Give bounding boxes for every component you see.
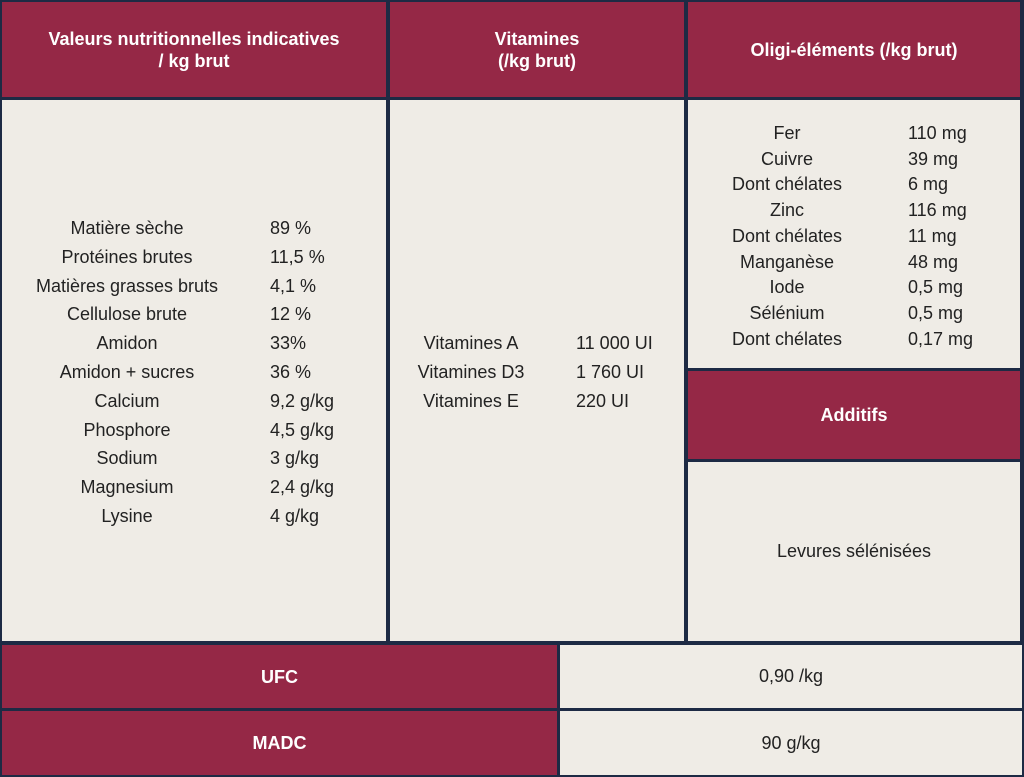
- summary-label-text: UFC: [261, 666, 298, 687]
- row-label: Protéines brutes: [61, 246, 193, 267]
- header-text: Vitamines: [494, 28, 580, 49]
- nutrition-cell: Matière sèche 89 % Protéines brutes 11,5 % M…: [2, 100, 386, 641]
- row-value: 220 UI: [576, 390, 630, 411]
- oligo-cell: Fer 110 mg Cuivre 39 mg Dont chélates 6 mg Zin…: [688, 100, 1020, 368]
- row-value: 89 %: [270, 218, 312, 238]
- summary-value: 90 g/kg: [560, 711, 1022, 775]
- row-label: Calcium: [94, 390, 160, 411]
- summary-label: UFC: [2, 645, 557, 708]
- row-label: Matière sèche: [70, 218, 184, 238]
- summary-value: 0,90 /kg: [560, 645, 1022, 708]
- row-label: Fer: [773, 123, 801, 143]
- header-cell: Valeurs nutritionnelles indicatives / kg …: [2, 2, 386, 97]
- row-value: 1 760 UI: [576, 361, 645, 382]
- header-text: Oligi-éléments (/kg brut): [750, 39, 958, 60]
- row-value: 0,17 mg: [908, 328, 974, 349]
- row-label: Amidon: [96, 333, 158, 354]
- row-label: Zinc: [769, 200, 805, 221]
- row-value: 9,2 g/kg: [270, 390, 335, 411]
- row-label: Phosphore: [83, 419, 171, 440]
- row-value: 0,5 mg: [908, 302, 964, 323]
- row-label: Iode: [769, 277, 805, 298]
- row-value: 12 %: [270, 304, 312, 325]
- row-label: Lysine: [101, 506, 153, 526]
- additif-item: Levures sélénisées: [776, 541, 932, 561]
- row-label: Matières grasses bruts: [35, 275, 219, 296]
- row-label: Cellulose brute: [66, 304, 188, 325]
- header-text: (/kg brut): [498, 50, 576, 71]
- header-text: Additifs: [820, 405, 888, 425]
- row-label: Cuivre: [760, 148, 814, 169]
- row-value: 4,1 %: [270, 275, 317, 296]
- row-value: 11,5 %: [270, 246, 325, 267]
- summary-label: MADC: [2, 711, 557, 775]
- row-label: Sélénium: [749, 302, 825, 323]
- row-value: 2,4 g/kg: [270, 477, 335, 498]
- summary-value-text: 0,90 /kg: [758, 666, 824, 686]
- row-value: 110 mg: [908, 123, 967, 143]
- vitamins-cell: Vitamines A 11 000 UI Vitamines D3 1 760 UI…: [390, 100, 684, 641]
- row-value: 0,5 mg: [908, 277, 964, 298]
- additifs-cell: Levures sélénisées: [688, 462, 1020, 641]
- summary-value-text: 90 g/kg: [761, 732, 821, 753]
- row-label: Dont chélates: [731, 174, 843, 195]
- header-cell: Oligi-éléments (/kg brut): [688, 2, 1020, 97]
- row-value: 48 mg: [908, 251, 959, 272]
- row-value: 33%: [270, 333, 307, 354]
- row-value: 4,5 g/kg: [270, 419, 335, 440]
- row-label: Dont chélates: [731, 225, 843, 246]
- row-value: 11 mg: [908, 225, 957, 246]
- row-label: Manganèse: [739, 251, 835, 272]
- row-value: 6 mg: [908, 174, 949, 195]
- header-cell: Vitamines (/kg brut): [390, 2, 684, 97]
- summary-label-text: MADC: [252, 733, 307, 753]
- row-label: Dont chélates: [731, 328, 843, 349]
- row-label: Sodium: [96, 448, 158, 469]
- row-label: Amidon + sucres: [59, 362, 195, 382]
- row-value: 36 %: [270, 362, 312, 382]
- row-value: 11 000 UI: [576, 333, 653, 353]
- row-value: 39 mg: [908, 148, 959, 169]
- row-label: Vitamines E: [423, 390, 519, 411]
- row-label: Magnesium: [80, 477, 174, 498]
- row-label: Vitamines A: [423, 333, 519, 353]
- row-label: Vitamines D3: [417, 361, 525, 382]
- header-text: Valeurs nutritionnelles indicatives: [48, 28, 340, 49]
- additifs-header: Additifs: [688, 371, 1020, 459]
- header-text: / kg brut: [158, 50, 230, 71]
- row-value: 4 g/kg: [270, 506, 320, 526]
- row-value: 116 mg: [908, 200, 967, 221]
- row-value: 3 g/kg: [270, 448, 320, 469]
